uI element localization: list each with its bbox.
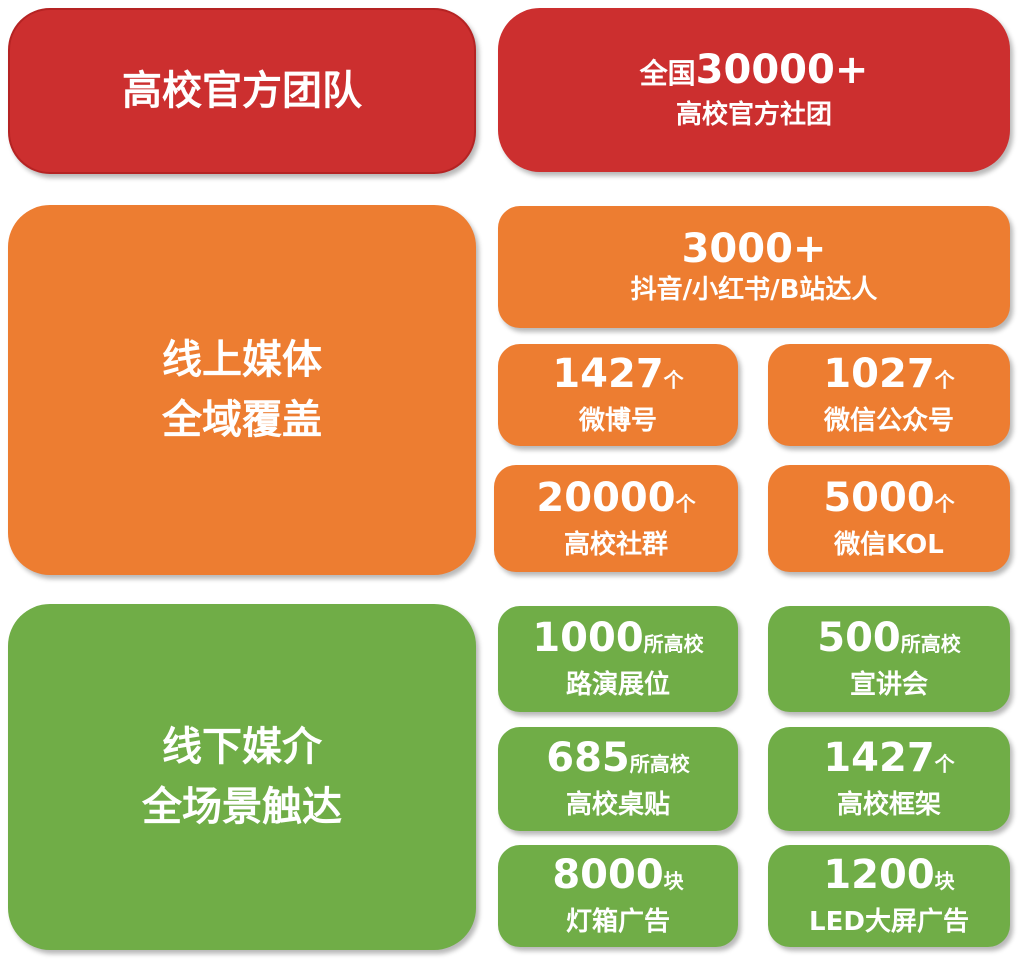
stat-label: 高校桌贴 (565, 790, 670, 820)
stat-label: 高校官方社团 (675, 100, 832, 130)
stat-number: 3000+ (681, 226, 827, 272)
stat-unit: 所高校 (643, 632, 704, 656)
stat-number: 20000 (536, 474, 676, 521)
online-stat-card: 1027个 微信公众号 (768, 344, 1010, 446)
stat-unit: 块 (934, 869, 955, 893)
stat-number: 1427 (552, 351, 664, 397)
stat-unit: 所高校 (629, 752, 690, 776)
stat-number: 30000+ (695, 47, 869, 93)
online-title-line: 全域覆盖 (162, 397, 322, 443)
stat-label: 宣讲会 (849, 670, 928, 700)
stat-number: 1427 (823, 735, 935, 781)
stat-label: 灯箱广告 (565, 907, 670, 937)
team-stat-card: 全国30000+ 高校官方社团 (498, 8, 1010, 172)
stat-unit: 块 (663, 869, 684, 893)
stat-unit: 个 (663, 368, 684, 392)
offline-title-line: 线下媒介 (162, 724, 322, 770)
stat-label: 路演展位 (565, 670, 670, 700)
online-stat-card: 20000个 高校社群 (494, 465, 738, 572)
stat-number: 8000 (552, 852, 664, 898)
offline-stat-card: 8000块 灯箱广告 (498, 845, 738, 947)
stat-label: 高校社群 (563, 529, 668, 560)
stat-label: 微博号 (578, 406, 657, 436)
stat-unit: 个 (675, 491, 696, 516)
offline-stat-card: 685所高校 高校桌贴 (498, 727, 738, 831)
offline-stat-card: 1427个 高校框架 (768, 727, 1010, 831)
team-title: 高校官方团队 (122, 68, 362, 114)
stat-number: 1027 (823, 351, 935, 397)
offline-title-line: 全场景触达 (142, 784, 342, 830)
online-stat-card: 1427个 微博号 (498, 344, 738, 446)
stat-number: 500 (817, 615, 901, 661)
online-title-line: 线上媒体 (162, 337, 322, 383)
stat-unit: 个 (934, 491, 955, 516)
offline-title-card: 线下媒介 全场景触达 (8, 604, 476, 950)
stat-unit: 个 (934, 752, 955, 776)
stat-label: 微信KOL (834, 529, 944, 560)
online-title-card: 线上媒体 全域覆盖 (8, 205, 476, 575)
stat-unit: 个 (934, 368, 955, 392)
offline-stat-card: 1200块 LED大屏广告 (768, 845, 1010, 947)
stat-number: 1200 (823, 852, 935, 898)
offline-stat-card: 500所高校 宣讲会 (768, 606, 1010, 712)
stat-label: LED大屏广告 (809, 907, 969, 937)
stat-number: 5000 (823, 474, 935, 521)
stat-label: 高校框架 (836, 790, 941, 820)
online-stat-card: 5000个 微信KOL (768, 465, 1010, 572)
team-title-card: 高校官方团队 (8, 8, 476, 174)
stat-unit: 所高校 (900, 632, 961, 656)
stat-label: 微信公众号 (823, 406, 954, 436)
stat-number: 685 (546, 735, 630, 781)
stat-prefix: 全国 (639, 57, 696, 90)
offline-stat-card: 1000所高校 路演展位 (498, 606, 738, 712)
stat-number: 1000 (532, 615, 644, 661)
stat-label: 抖音/小红书/B站达人 (630, 275, 878, 305)
online-headline-card: 3000+ 抖音/小红书/B站达人 (498, 206, 1010, 328)
